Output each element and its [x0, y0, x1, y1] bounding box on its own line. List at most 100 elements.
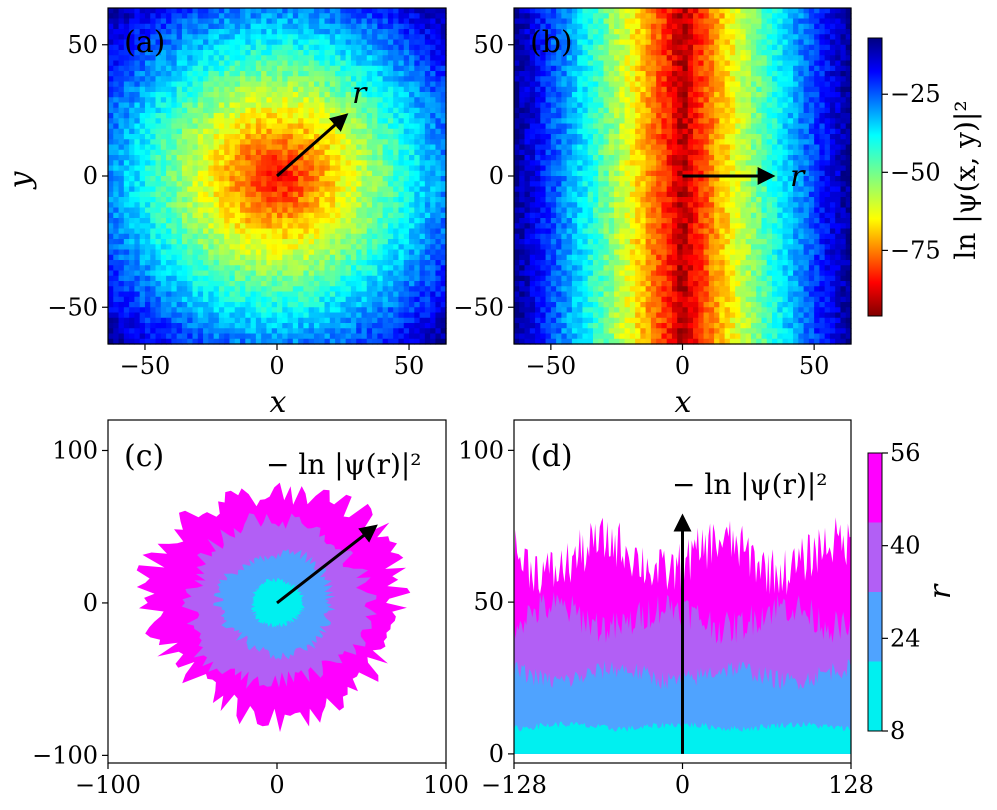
heat-cell [535, 233, 541, 240]
heat-cell [155, 155, 162, 161]
heat-cell [366, 71, 373, 77]
heat-cell [372, 160, 378, 167]
heat-cell [144, 244, 151, 251]
heat-cell [419, 207, 426, 214]
heat-cell [255, 18, 262, 25]
heat-cell [440, 44, 447, 51]
heat-cell [144, 18, 151, 25]
heat-cell [277, 323, 283, 329]
heat-cell [113, 102, 120, 109]
heat-cell [108, 60, 114, 67]
heat-cell [535, 239, 541, 245]
heat-cell [340, 207, 347, 214]
heat-cell [118, 13, 125, 20]
heat-cell [160, 160, 167, 167]
heat-cell [319, 286, 326, 293]
heat-cell [155, 139, 162, 146]
heat-cell [187, 23, 194, 30]
heat-cell [303, 181, 310, 188]
heat-cell [313, 92, 320, 98]
heat-cell [582, 29, 589, 35]
heat-cell [350, 118, 357, 125]
heat-cell [561, 149, 568, 156]
heat-cell [218, 29, 225, 35]
heat-cell [577, 296, 584, 303]
heat-cell [240, 223, 246, 230]
heat-cell [298, 312, 305, 319]
heat-cell [181, 191, 188, 198]
heat-cell [155, 13, 162, 20]
heat-cell [303, 328, 310, 335]
heat-cell [266, 149, 273, 156]
heat-cell [340, 239, 347, 245]
heat-cell [435, 170, 442, 177]
heat-cell [372, 107, 378, 114]
heat-cell [298, 39, 305, 46]
heat-cell [519, 139, 526, 146]
heat-cell [366, 286, 373, 293]
heat-cell [271, 144, 278, 151]
heat-cell [240, 55, 246, 62]
heat-cell [277, 191, 283, 198]
heat-cell [197, 191, 204, 198]
heat-cell [224, 239, 231, 245]
heat-cell [414, 81, 421, 88]
heat-cell [356, 218, 363, 224]
heat-cell [181, 328, 188, 335]
heat-cell [171, 239, 178, 245]
heat-cell [329, 92, 336, 98]
heat-cell [303, 160, 310, 167]
heat-cell [324, 165, 331, 172]
heat-cell [582, 39, 589, 46]
heat-cell [387, 260, 394, 266]
heat-cell [155, 202, 162, 209]
heat-cell [372, 55, 378, 62]
heat-cell [139, 223, 146, 230]
heat-cell [409, 8, 415, 14]
heat-cell [377, 328, 384, 335]
heat-cell [387, 270, 394, 277]
heat-cell [123, 296, 130, 303]
heat-cell [218, 97, 225, 104]
heat-cell [566, 8, 573, 14]
heat-cell [409, 286, 415, 293]
heat-cell [213, 333, 220, 340]
heat-cell [419, 228, 426, 235]
heat-cell [144, 65, 151, 72]
heat-cell [366, 76, 373, 83]
heat-cell [308, 202, 315, 209]
heat-cell [377, 102, 384, 109]
heat-cell [218, 317, 225, 324]
heat-cell [292, 260, 299, 266]
heat-cell [129, 302, 136, 308]
heat-cell [197, 307, 204, 314]
heat-cell [150, 328, 157, 335]
heat-cell [514, 233, 520, 240]
heat-cell [540, 197, 547, 203]
heat-cell [356, 160, 363, 167]
heat-cell [250, 155, 257, 161]
heat-cell [366, 328, 373, 335]
heat-cell [319, 302, 326, 308]
heat-cell [213, 76, 220, 83]
heat-cell [529, 207, 536, 214]
heat-cell [218, 34, 225, 41]
heat-cell [529, 29, 536, 35]
heat-cell [166, 218, 172, 224]
heat-cell [155, 29, 162, 35]
heat-cell [550, 113, 557, 119]
heat-cell [556, 233, 562, 240]
heat-cell [261, 50, 268, 56]
heat-cell [129, 97, 136, 104]
heat-cell [535, 39, 541, 46]
heat-cell [129, 233, 136, 240]
heat-cell [303, 302, 310, 308]
heat-cell [335, 50, 341, 56]
heat-cell [166, 76, 172, 83]
heat-cell [319, 239, 326, 245]
heat-cell [350, 307, 357, 314]
heat-cell [234, 323, 241, 329]
heat-cell [524, 29, 531, 35]
heat-cell [113, 239, 120, 245]
heat-cell [340, 81, 347, 88]
